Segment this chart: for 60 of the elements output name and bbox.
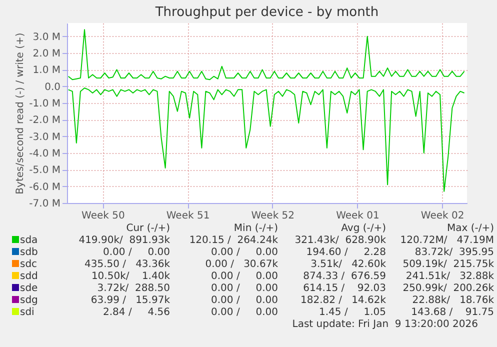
legend-label: sdc	[19, 259, 38, 271]
x-tick-label: Week 02	[420, 210, 464, 222]
text: 194.60 / 2.28	[305, 247, 386, 259]
text: Last update: Fri Jan 9 13:20:00 2026	[291, 319, 478, 330]
y-tick-label: -3.0 M	[29, 132, 60, 143]
text: 120.15 / 264.24k	[188, 235, 278, 247]
x-tick-label: Week 51	[166, 210, 210, 222]
y-tick-label: 1.0 M	[32, 65, 60, 76]
text: 83.72k/ 395.95	[414, 247, 494, 259]
text: 0.00 / 0.00	[210, 283, 278, 295]
y-tick-label: -4.0 M	[29, 148, 60, 160]
text: 143.68 / 91.75	[410, 307, 494, 319]
text: 0.00 / 0.00	[102, 247, 170, 259]
legend-label: sdg	[19, 295, 39, 307]
text: 182.82 / 14.62k	[300, 295, 386, 307]
chart-title: Throughput per device - by month	[154, 5, 379, 20]
y-axis-title: Bytes/second read (-) / write (+)	[15, 32, 26, 194]
text: 3.72k/ 288.50	[96, 283, 170, 295]
text: 120.72M/ 47.19M	[399, 235, 494, 247]
text: 321.43k/ 628.90k	[294, 235, 386, 247]
line-series	[68, 88, 465, 192]
text: Cur (-/+)	[125, 223, 170, 235]
y-tick-label: -5.0 M	[29, 165, 60, 176]
y-tick-label: 2.0 M	[32, 48, 60, 60]
text: 509.19k/ 215.75k	[402, 259, 494, 271]
text: 614.15 / 92.03	[302, 283, 386, 295]
text: 3.51k/ 42.60k	[310, 259, 386, 271]
y-tick-label: -6.0 M	[29, 182, 60, 193]
y-tick-label: -2.0 M	[29, 115, 60, 126]
y-tick-label: -1.0 M	[29, 98, 60, 110]
text: Max (-/+)	[446, 223, 494, 235]
text: 0.00 / 0.00	[210, 271, 278, 283]
text: 63.99 / 15.97k	[90, 295, 170, 307]
legend-label: sda	[19, 235, 39, 247]
text: 10.50k/ 1.40k	[90, 271, 170, 283]
text: 435.50 / 43.36k	[84, 259, 170, 271]
text: Min (-/+)	[232, 223, 278, 235]
y-tick-label: 3.0 M	[32, 32, 60, 43]
text: 419.90k/ 891.93k	[78, 235, 170, 247]
line-series	[68, 29, 465, 80]
x-tick-label: Week 52	[251, 210, 295, 222]
text: 2.84 / 4.56	[102, 307, 170, 319]
legend-label: sdi	[19, 307, 36, 319]
text: 1.45 / 1.05	[318, 307, 386, 319]
text: Avg (-/+)	[340, 223, 386, 235]
text: 0.00 / 0.00	[210, 247, 278, 259]
text: 241.51k/ 32.88k	[404, 271, 494, 283]
legend-label: sde	[19, 283, 39, 295]
text: 22.88k/ 18.76k	[411, 295, 494, 307]
text: 250.99k/ 200.26k	[402, 283, 494, 295]
text: 0.00 / 30.67k	[204, 259, 278, 271]
legend-label: sdd	[19, 271, 39, 283]
y-tick-label: -7.0 M	[29, 198, 60, 210]
text: 874.33 / 676.59	[302, 271, 386, 283]
text: 0.00 / 0.00	[210, 307, 278, 319]
y-tick-label: 0.0	[44, 82, 60, 93]
text: 0.00 / 0.00	[210, 295, 278, 307]
x-tick-label: Week 50	[82, 210, 125, 222]
legend-label: sdb	[19, 247, 39, 259]
x-tick-label: Week 01	[336, 210, 380, 222]
